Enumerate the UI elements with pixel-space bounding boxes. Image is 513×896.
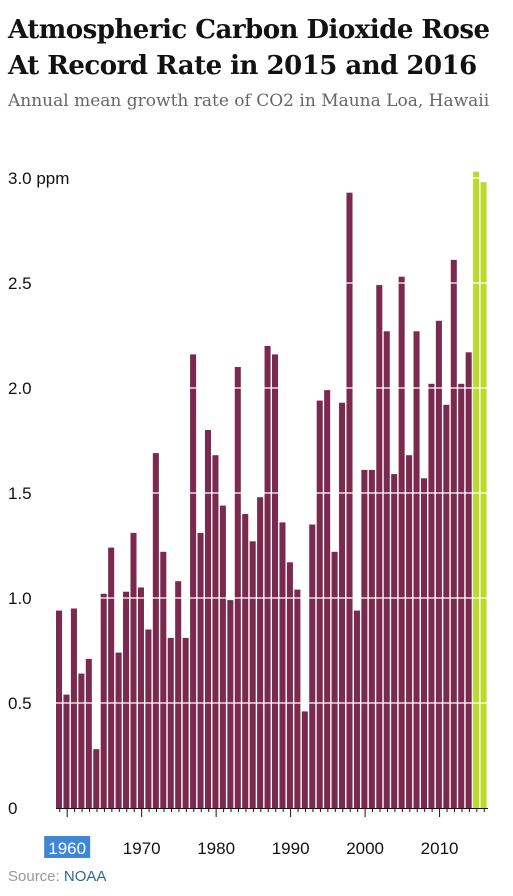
bar-chart: 0 0.5 1.0 1.5 2.0 2.5 3.0 ppm 1960 1970 1980 1990… <box>8 169 488 858</box>
bar-1994 <box>316 400 323 808</box>
source-label: Source: <box>8 868 60 885</box>
y-tick-label: 0.5 <box>8 694 32 713</box>
bar-2002 <box>376 285 383 809</box>
y-tick-label: 3.0 ppm <box>8 169 69 188</box>
bar-1992 <box>301 711 308 808</box>
bar-2003 <box>383 331 390 808</box>
y-tick-label: 0 <box>8 799 17 818</box>
bar-1980 <box>212 455 219 808</box>
y-tick-label: 1.5 <box>8 484 32 503</box>
bar-1960 <box>63 694 70 808</box>
bar-1978 <box>197 532 204 808</box>
chart-title: Atmospheric Carbon Dioxide Rose At Recor… <box>8 15 490 81</box>
x-tick-label: 1970 <box>123 839 161 858</box>
bar-2007 <box>413 331 420 808</box>
bar-1998 <box>346 192 353 808</box>
text-selection-highlight <box>44 836 91 858</box>
bar-2001 <box>368 469 375 808</box>
bar-1997 <box>339 402 346 808</box>
bars-layer <box>56 171 487 809</box>
bar-1959 <box>56 610 63 808</box>
chart-subtitle: Annual mean growth rate of CO2 in Mauna … <box>8 91 490 111</box>
bar-1990 <box>286 562 293 808</box>
bar-1977 <box>190 354 197 808</box>
source-link[interactable]: NOAA <box>63 868 107 885</box>
bar-1970 <box>137 587 144 808</box>
bar-1964 <box>93 749 100 808</box>
bar-2011 <box>443 404 450 808</box>
y-axis-labels: 0 0.5 1.0 1.5 2.0 2.5 3.0 ppm <box>8 169 69 818</box>
bar-1982 <box>227 600 234 808</box>
bar-1961 <box>70 608 77 808</box>
bar-2014 <box>465 352 472 808</box>
bar-1971 <box>145 629 152 808</box>
x-tick-label: 1990 <box>272 839 310 858</box>
gridlines <box>56 177 488 704</box>
bar-1988 <box>272 354 279 808</box>
x-axis: 1960 1970 1980 1990 2000 2010 <box>44 808 488 858</box>
bar-2010 <box>435 320 442 808</box>
bar-1995 <box>324 390 331 808</box>
bar-1983 <box>234 367 241 808</box>
y-tick-label: 2.5 <box>8 274 32 293</box>
bar-1979 <box>204 430 212 808</box>
source-note: Source: NOAA <box>8 868 106 885</box>
bar-1975 <box>175 581 182 808</box>
bar-1962 <box>78 673 85 808</box>
bar-2016 <box>480 182 487 808</box>
bar-1974 <box>167 637 174 808</box>
bar-2000 <box>361 469 368 808</box>
bar-1968 <box>123 591 130 808</box>
bar-1991 <box>294 589 301 808</box>
bar-1972 <box>152 453 159 808</box>
bar-2012 <box>450 259 457 808</box>
y-tick-label: 2.0 <box>8 379 32 398</box>
bar-1986 <box>257 497 264 808</box>
bar-2008 <box>420 478 428 808</box>
bar-2005 <box>398 276 405 808</box>
bar-1989 <box>279 522 286 808</box>
bar-2013 <box>458 383 465 808</box>
bar-2015 <box>473 171 480 808</box>
x-tick-label: 1980 <box>197 839 235 858</box>
bar-2004 <box>391 474 398 808</box>
bar-1999 <box>353 610 360 808</box>
bar-1987 <box>264 346 271 808</box>
bar-1969 <box>130 532 137 808</box>
bar-1976 <box>182 637 189 808</box>
bar-1967 <box>115 652 122 808</box>
bar-1966 <box>108 547 115 808</box>
bar-2006 <box>406 455 413 808</box>
x-tick-label: 2010 <box>421 839 459 858</box>
bar-1965 <box>100 593 107 808</box>
bar-1985 <box>249 541 256 808</box>
bar-2009 <box>428 383 435 808</box>
bar-1996 <box>331 551 338 808</box>
bar-1973 <box>160 551 167 808</box>
y-tick-label: 1.0 <box>8 589 32 608</box>
bar-1963 <box>85 658 92 808</box>
bar-1981 <box>219 505 226 808</box>
bar-1993 <box>309 524 316 808</box>
x-tick-label: 1960 <box>48 839 86 858</box>
bar-1984 <box>242 514 249 808</box>
x-tick-label: 2000 <box>346 839 384 858</box>
